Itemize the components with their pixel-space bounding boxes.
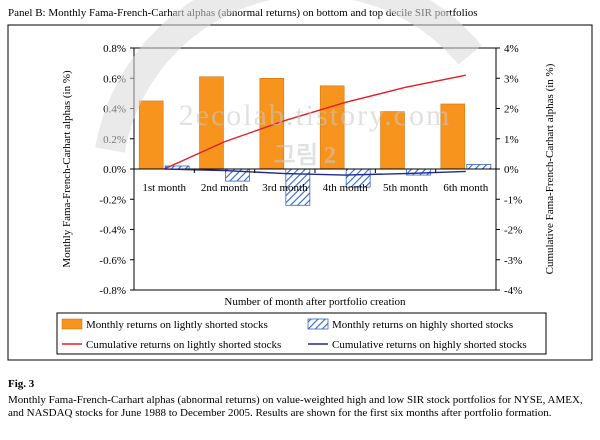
right-tick-label: -1% — [504, 194, 522, 206]
bar-series — [138, 76, 492, 206]
left-tick-label: -0.2% — [99, 194, 126, 206]
chart-figure: 0.8%0.6%0.4%0.2%0.0%-0.2%-0.4%-0.6%-0.8%… — [7, 0, 593, 361]
y-axis-label-left: Monthly Fama-French-Carhart alphas (in %… — [61, 70, 73, 268]
watermark: 2ecolab.tistory.com 그림 2 — [95, 0, 482, 169]
bar-lightly-shorted — [319, 85, 345, 170]
legend-label-heavy-bar: Monthly returns on highly shorted stocks — [332, 319, 513, 331]
right-tick-label: 1% — [504, 134, 519, 146]
panel-title: Panel B: Monthly Fama-French-Carhart alp… — [8, 7, 478, 19]
category-label: 2nd month — [201, 182, 249, 194]
figure-caption: Monthly Fama-French-Carhart alphas (abno… — [8, 394, 583, 419]
category-label: 3rd month — [262, 182, 308, 194]
line-cumulative-lightly-shorted — [163, 74, 466, 170]
category-label: 5th month — [383, 182, 428, 194]
legend: Monthly returns on lightly shorted stock… — [56, 312, 547, 355]
right-tick-label: 4% — [504, 43, 519, 55]
right-tick-label: -4% — [504, 285, 522, 297]
legend-swatch-heavy-bar — [307, 318, 329, 330]
category-label: 1st month — [142, 182, 186, 194]
bar-lightly-shorted — [440, 103, 466, 170]
category-label: 4th month — [323, 182, 368, 194]
chart-frame — [7, 24, 593, 361]
watermark-text: 2ecolab.tistory.com — [179, 99, 452, 132]
bar-lightly-shorted — [199, 76, 224, 170]
right-tick-label: 3% — [504, 73, 519, 85]
left-tick-label: -0.6% — [99, 255, 126, 267]
bar-lightly-shorted — [380, 111, 405, 170]
bar-highly-shorted — [406, 168, 431, 176]
legend-box — [56, 312, 547, 355]
watermark-korean: 그림 2 — [274, 142, 336, 169]
left-tick-label: 0.8% — [103, 43, 126, 55]
right-tick-label: 2% — [504, 104, 519, 116]
watermark-arc — [95, 0, 482, 153]
right-tick-label: 0% — [504, 164, 519, 176]
right-tick-label: -2% — [504, 225, 522, 237]
bar-lightly-shorted — [138, 100, 164, 170]
bar-highly-shorted — [466, 164, 492, 170]
category-labels: 1st month 2nd month 3rd month 4th month 5th … — [133, 169, 497, 194]
right-axis: 4% 3% 2% 1% 0% -1% -2% -3% -4% — [496, 43, 522, 297]
category-label: 6th month — [443, 182, 488, 194]
line-cumulative-highly-shorted — [164, 168, 466, 176]
left-tick-label: 0.0% — [103, 164, 126, 176]
legend-label-heavy-line: Cumulative returns on highly shorted sto… — [332, 339, 527, 351]
legend-label-light-bar: Monthly returns on lightly shorted stock… — [86, 319, 268, 331]
figure-label: Fig. 3 — [8, 378, 35, 390]
x-axis-label: Number of month after portfolio creation — [224, 296, 406, 308]
legend-swatch-light-bar — [61, 318, 83, 330]
left-tick-label: -0.8% — [99, 285, 126, 297]
line-series — [163, 74, 466, 176]
legend-label-light-line: Cumulative returns on lightly shorted st… — [86, 339, 281, 351]
y-axis-label-right: Cumulative Fama-French-Carhart alphas (i… — [544, 63, 556, 274]
bar-highly-shorted — [285, 168, 311, 206]
left-tick-label: -0.4% — [99, 225, 126, 237]
right-tick-label: -3% — [504, 255, 522, 267]
